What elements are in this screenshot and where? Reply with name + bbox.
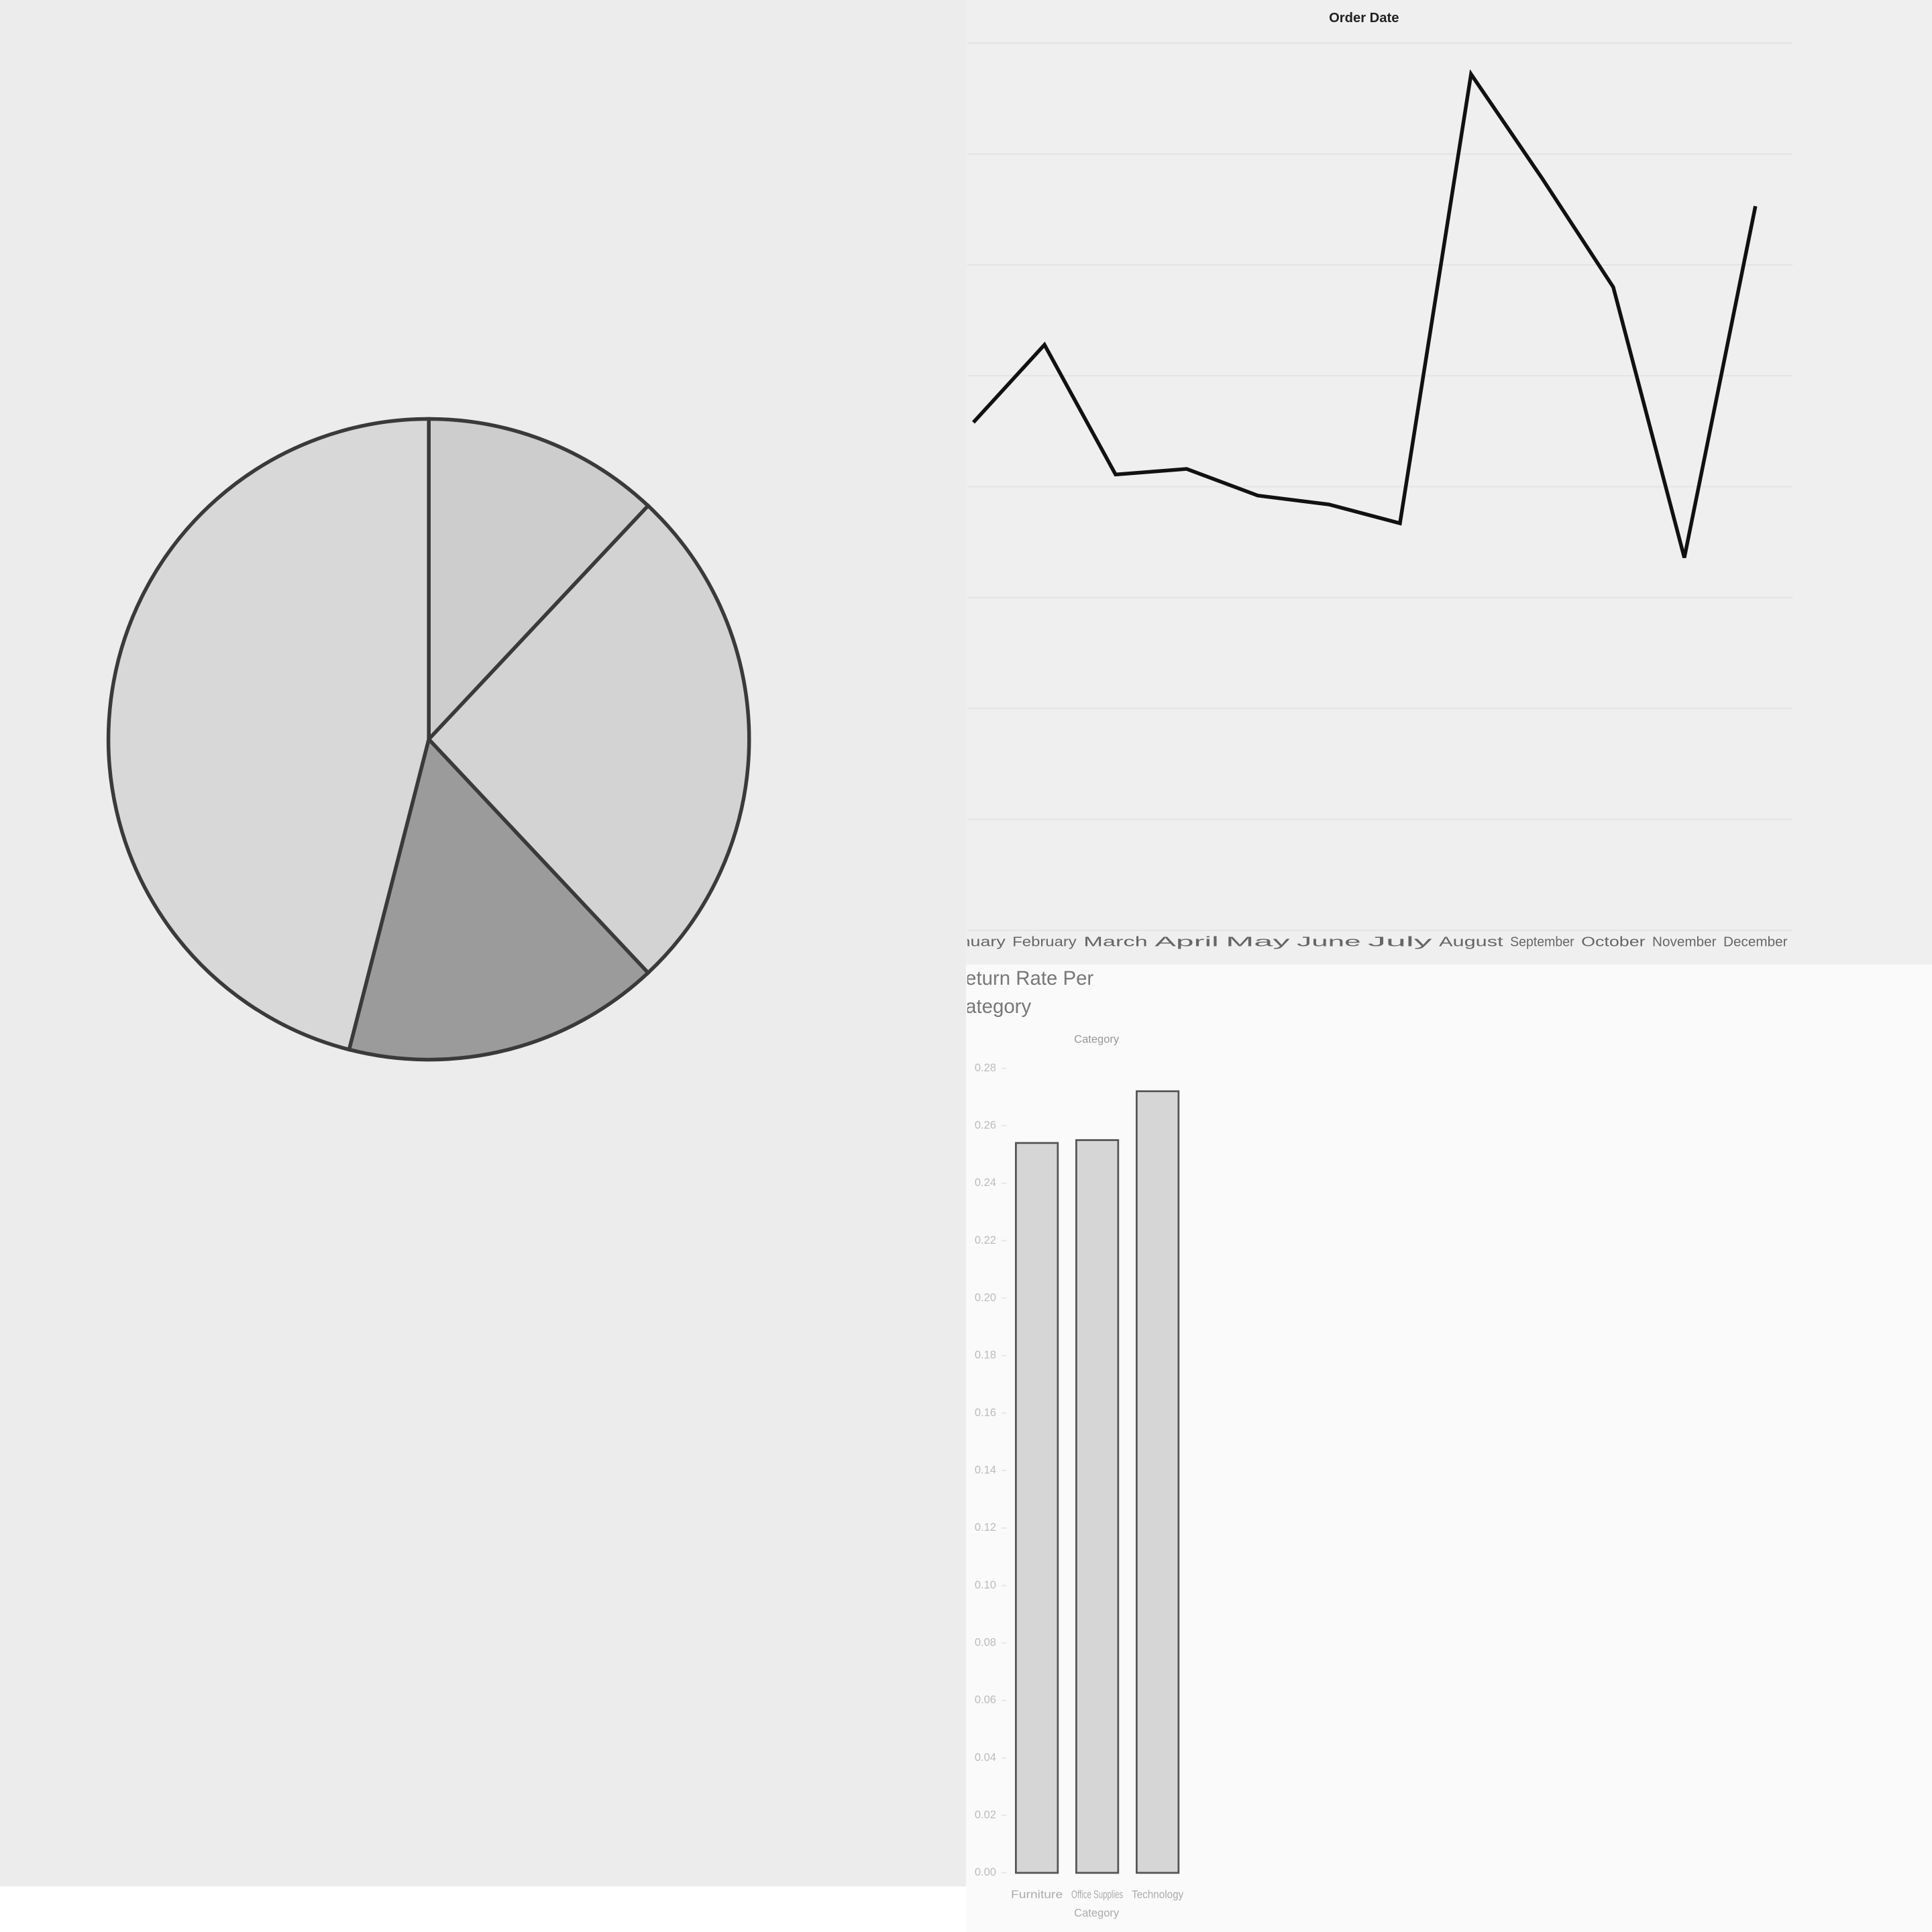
bar-chart: Return Rate Per Category Category Category 0… xyxy=(951,967,1184,1919)
x-axis-title: Category xyxy=(1074,1907,1120,1919)
pie-chart xyxy=(106,417,751,1062)
x-tick-label: March xyxy=(1083,934,1148,949)
x-tick-label: January xyxy=(941,934,1006,949)
pie-slice xyxy=(426,503,751,976)
chart-title: Order Date xyxy=(1329,11,1399,25)
x-tick-label: April xyxy=(1155,934,1219,949)
bar-panel xyxy=(966,965,1932,1932)
x-tick-label: September xyxy=(1510,934,1574,949)
x-tick-label: May xyxy=(1226,934,1291,949)
x-tick-label: Office Supplies xyxy=(1071,1888,1123,1900)
y-tick-label: 0.00 xyxy=(975,1866,996,1878)
bar xyxy=(1136,1090,1180,1874)
y-tick-label: 0.12 xyxy=(975,1521,996,1534)
x-tick-label: Technology xyxy=(1132,1888,1184,1900)
y-tick-label: 0.20 xyxy=(975,1291,996,1303)
y-tick-label: 0.08 xyxy=(975,1636,996,1649)
y-tick-label: 0.24 xyxy=(975,1176,996,1189)
chart-title: Category xyxy=(951,996,1032,1018)
bar xyxy=(1015,1142,1059,1874)
y-tick-label: 0.10 xyxy=(975,1578,996,1591)
chart-title: Return Rate Per xyxy=(951,967,1093,989)
y-tick-label: 0.04 xyxy=(975,1751,996,1764)
y-tick-label: 0.18 xyxy=(975,1348,996,1361)
line-series xyxy=(971,69,1758,559)
x-tick-label: November xyxy=(1652,934,1717,949)
pie-slice xyxy=(106,417,431,1052)
x-tick-label: July xyxy=(1368,934,1434,949)
x-tick-label: December xyxy=(1723,934,1788,949)
pie-slice xyxy=(427,417,651,744)
x-tick-label: Furniture xyxy=(1011,1888,1063,1900)
pie-slice xyxy=(347,735,651,1062)
y-tick-label: 0.14 xyxy=(975,1464,996,1477)
x-tick-label: February xyxy=(1012,934,1077,949)
x-tick-label: August xyxy=(1439,934,1503,949)
bar xyxy=(1075,1139,1120,1874)
y-tick-label: 0.22 xyxy=(975,1234,996,1246)
line-panel xyxy=(966,0,1932,965)
column-header: Category xyxy=(1074,1033,1120,1046)
x-tick-label: June xyxy=(1297,934,1361,949)
y-tick-label: 0.28 xyxy=(975,1061,996,1074)
y-tick-label: 0.06 xyxy=(975,1693,996,1706)
y-tick-label: 0.26 xyxy=(975,1118,996,1131)
y-tick-label: 0.02 xyxy=(975,1809,996,1821)
line-chart: Order Date January February March April May Ju… xyxy=(941,11,1793,949)
y-tick-label: 0.16 xyxy=(975,1406,996,1419)
x-tick-label: October xyxy=(1581,934,1646,949)
